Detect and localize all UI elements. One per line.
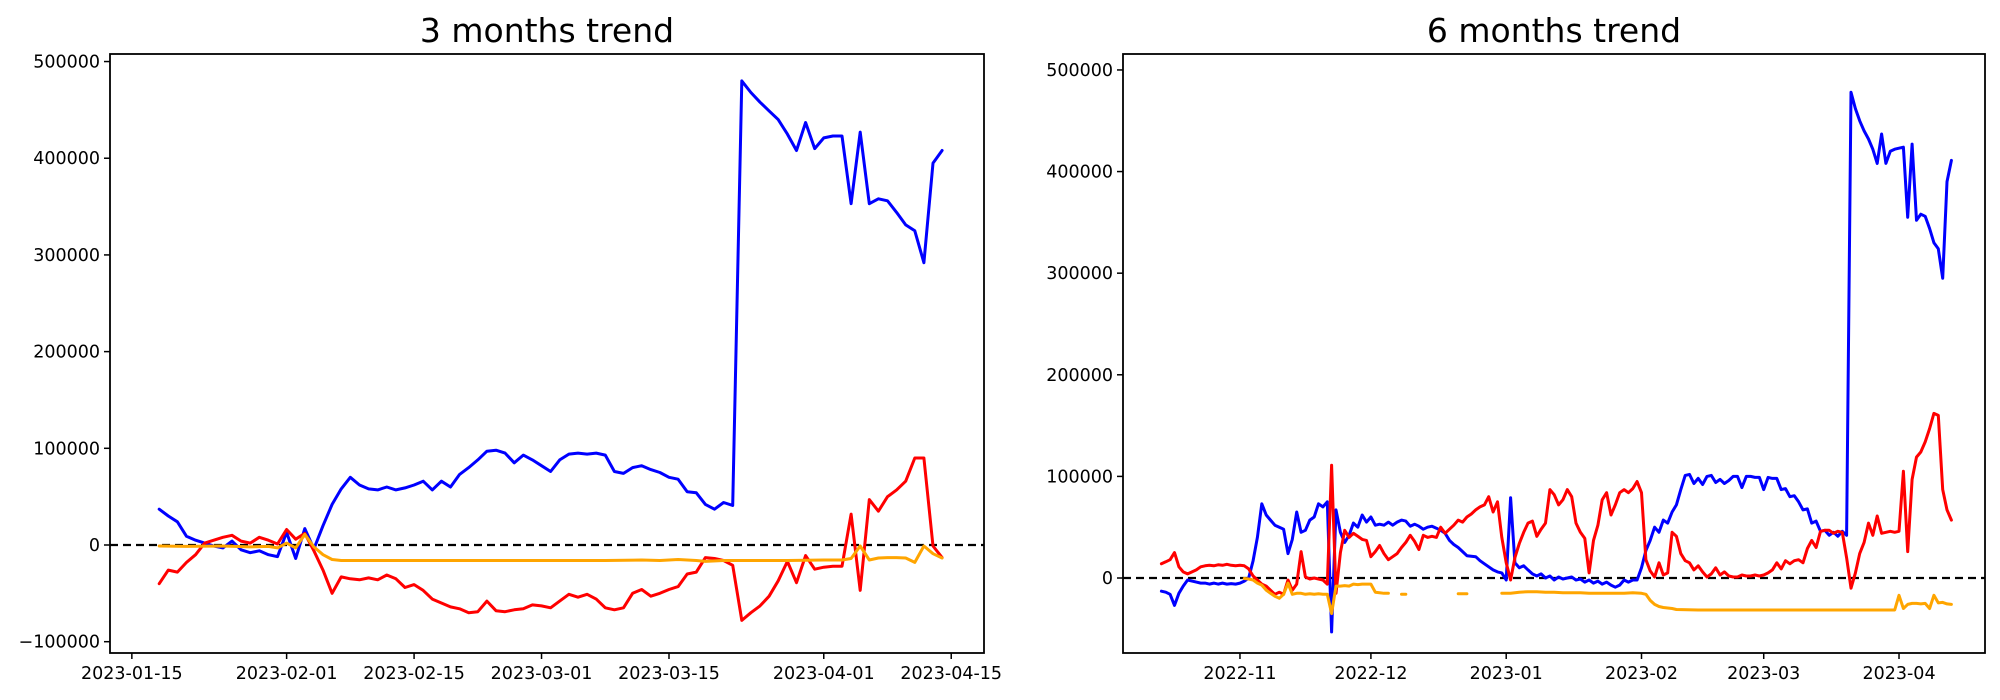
y-tick-label: 500000 <box>33 53 100 73</box>
y-tick-label: 100000 <box>1046 467 1113 487</box>
y-tick-label: 200000 <box>1046 366 1113 386</box>
x-tick-label: 2023-01-15 <box>81 664 183 684</box>
y-tick-label: −100000 <box>19 633 100 653</box>
y-tick-label: 300000 <box>33 246 100 266</box>
x-tick-label: 2023-04-01 <box>773 664 875 684</box>
plot-border <box>1122 53 1986 654</box>
y-tick-label: 200000 <box>33 343 100 363</box>
x-tick-label: 2023-03-01 <box>491 664 593 684</box>
x-tick-label: 2023-04 <box>1862 664 1935 684</box>
chart-6-months-trend: 6 months trend 2022-11 2022-12 2023-01 2023-… <box>1046 11 1986 684</box>
y-tick-label: 0 <box>89 536 100 556</box>
x-tick-label: 2023-01 <box>1470 664 1543 684</box>
chart-3-months-trend: 3 months trend 2023-01-15 2023-02-01 2023-0… <box>19 11 1003 684</box>
y-tick-label: 0 <box>1102 569 1113 589</box>
plot-border <box>109 53 985 654</box>
line-blue <box>1159 90 1953 634</box>
chart-title: 6 months trend <box>1427 11 1681 50</box>
x-tick-label: 2022-11 <box>1203 664 1276 684</box>
line-orange <box>1500 590 1953 612</box>
line-red <box>1159 411 1953 596</box>
y-tick-label: 100000 <box>33 439 100 459</box>
x-tick-label: 2023-03 <box>1727 664 1800 684</box>
y-tick-label: 400000 <box>1046 163 1113 183</box>
x-tick-label: 2023-02-01 <box>236 664 338 684</box>
line-red <box>157 456 944 622</box>
x-tick-label: 2022-12 <box>1334 664 1407 684</box>
y-tick-label: 300000 <box>1046 264 1113 284</box>
x-tick-label: 2023-02-15 <box>363 664 465 684</box>
x-tick-label: 2023-03-15 <box>618 664 720 684</box>
x-tick-label: 2023-04-15 <box>900 664 1002 684</box>
y-tick-label: 500000 <box>1046 61 1113 81</box>
line-orange <box>1242 577 1390 616</box>
y-tick-label: 400000 <box>33 149 100 169</box>
x-tick-label: 2023-02 <box>1605 664 1678 684</box>
line-blue <box>157 79 944 560</box>
line-orange <box>157 532 944 564</box>
chart-title: 3 months trend <box>420 11 674 50</box>
